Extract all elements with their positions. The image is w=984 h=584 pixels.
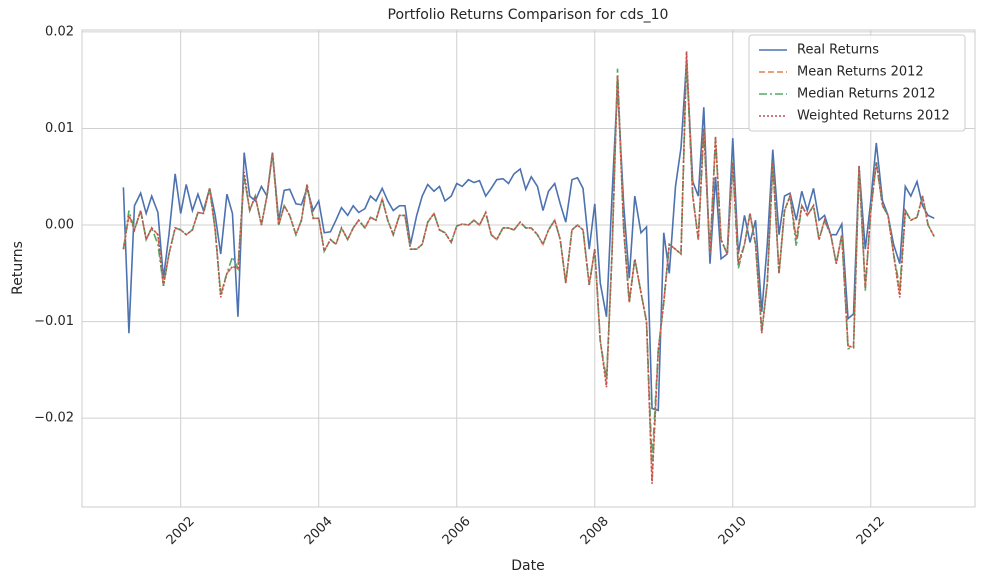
series-line: [122, 60, 935, 412]
y-tick-label: 0.00: [45, 218, 74, 233]
x-axis-label: Date: [511, 558, 544, 574]
x-tick-label: 2006: [440, 514, 474, 548]
series-line: [122, 60, 935, 462]
chart-title: Portfolio Returns Comparison for cds_10: [388, 7, 669, 23]
x-tick-label: 2008: [578, 514, 612, 548]
y-tick-label: 0.01: [45, 121, 74, 136]
x-tick-label: 2002: [164, 514, 198, 548]
x-tick-label: 2012: [854, 514, 888, 548]
legend-label: Real Returns: [797, 43, 879, 58]
y-tick-label: −0.02: [34, 411, 74, 426]
x-tick-label: 2010: [716, 514, 750, 548]
legend-label: Median Returns 2012: [797, 87, 936, 102]
legend-label: Weighted Returns 2012: [797, 109, 950, 124]
x-tick-label: 2004: [302, 514, 336, 548]
y-tick-label: −0.01: [34, 314, 74, 329]
y-axis-label: Returns: [10, 241, 26, 295]
legend-box: [748, 34, 966, 132]
legend-label: Mean Returns 2012: [797, 65, 924, 80]
grid: [82, 30, 975, 507]
y-tick-label: 0.02: [45, 24, 74, 39]
